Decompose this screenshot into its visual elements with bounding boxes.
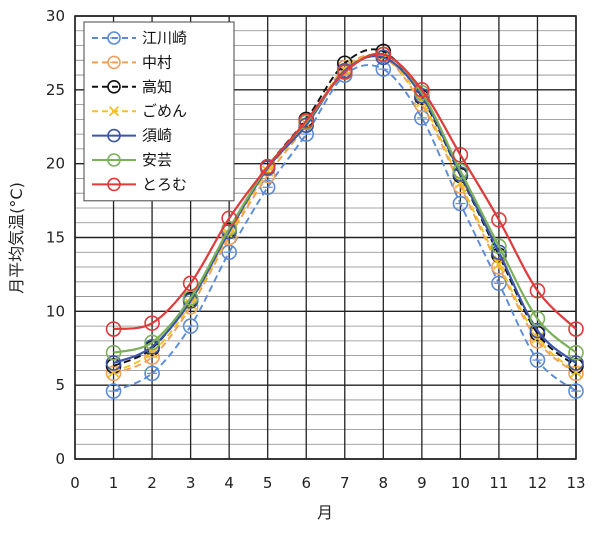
x-tick-label: 2	[147, 474, 157, 492]
data-point	[414, 82, 430, 98]
y-tick-labels: 0 5 10 15 20 25 30	[46, 7, 65, 468]
x-tick-label: 13	[566, 474, 585, 492]
legend-marker	[107, 177, 121, 192]
legend-entry: 須崎	[92, 127, 172, 145]
data-point	[105, 383, 122, 399]
data-point	[568, 321, 584, 337]
x-tick-label: 3	[186, 474, 196, 492]
y-tick-label: 25	[46, 81, 65, 99]
x-tick-label: 6	[301, 474, 311, 492]
legend-label: 江川崎	[142, 29, 187, 47]
legend-entry: とろむ	[92, 175, 187, 193]
data-point	[568, 383, 584, 399]
data-point	[182, 318, 199, 334]
data-point	[298, 113, 315, 129]
data-point	[529, 322, 546, 339]
x-tick-label: 9	[417, 474, 427, 492]
series-layer	[105, 43, 584, 399]
data-point	[452, 147, 469, 163]
x-tick-label: 7	[340, 474, 350, 492]
data-point	[336, 64, 353, 80]
legend-entry: 高知	[92, 78, 172, 96]
legend-label: とろむ	[142, 175, 187, 193]
data-point	[529, 282, 546, 299]
x-tick-label: 1	[109, 474, 119, 492]
x-tick-label: 12	[528, 474, 547, 492]
x-tick-label: 4	[224, 474, 234, 492]
x-tick-label: 10	[451, 474, 470, 492]
plot-frame	[74, 15, 577, 460]
y-tick-label: 5	[55, 376, 65, 394]
y-tick-label: 20	[46, 155, 65, 173]
x-tick-labels: 0 1 2 3 4 5 6 7 8 9 10 11 12 13	[70, 474, 585, 492]
legend-entry: 中村	[92, 53, 172, 71]
x-tick-label: 5	[263, 474, 273, 492]
legend-marker	[107, 80, 121, 94]
y-axis-title: 月平均気温(°C)	[7, 182, 26, 294]
legend-marker	[107, 55, 121, 70]
data-point	[529, 310, 546, 327]
series-7	[105, 46, 584, 337]
data-point	[144, 365, 160, 382]
legend-label: ごめん	[142, 102, 187, 120]
data-point	[452, 163, 469, 179]
legend-label: 高知	[142, 78, 172, 96]
x-axis-title: 月	[317, 503, 333, 522]
data-point	[144, 315, 160, 331]
legend-box	[83, 21, 235, 202]
data-point	[259, 158, 276, 175]
x-tick-label: 11	[489, 474, 508, 492]
data-point	[491, 238, 507, 255]
y-tick-label: 0	[55, 450, 65, 468]
y-tick-label: 10	[46, 302, 65, 320]
series-line	[113, 48, 577, 367]
data-point	[491, 275, 507, 292]
legend-marker	[107, 31, 121, 45]
legend-label: 須崎	[142, 127, 172, 145]
data-point	[182, 275, 199, 292]
legend-marker	[108, 106, 120, 117]
x-tick-label: 0	[70, 474, 80, 492]
data-point	[452, 195, 469, 212]
data-point	[144, 334, 160, 351]
y-tick-label: 30	[46, 7, 65, 25]
data-point	[568, 355, 584, 371]
y-tick-label: 15	[46, 229, 65, 247]
legend-entry: 江川崎	[92, 29, 187, 47]
legend-entry: ごめん	[92, 102, 187, 120]
data-point	[105, 321, 122, 337]
data-point	[491, 211, 507, 228]
legend-marker	[107, 153, 121, 167]
data-point	[375, 46, 392, 63]
legend-label: 安芸	[142, 151, 172, 169]
series-line	[113, 52, 577, 331]
data-point	[105, 355, 122, 371]
data-point	[568, 344, 584, 361]
legend-marker	[107, 128, 121, 143]
data-point	[221, 210, 237, 227]
data-point	[529, 352, 546, 368]
x-tick-label: 8	[379, 474, 389, 492]
legend-label: 中村	[142, 53, 172, 71]
legend-entry: 安芸	[92, 151, 172, 169]
data-point	[105, 344, 122, 361]
